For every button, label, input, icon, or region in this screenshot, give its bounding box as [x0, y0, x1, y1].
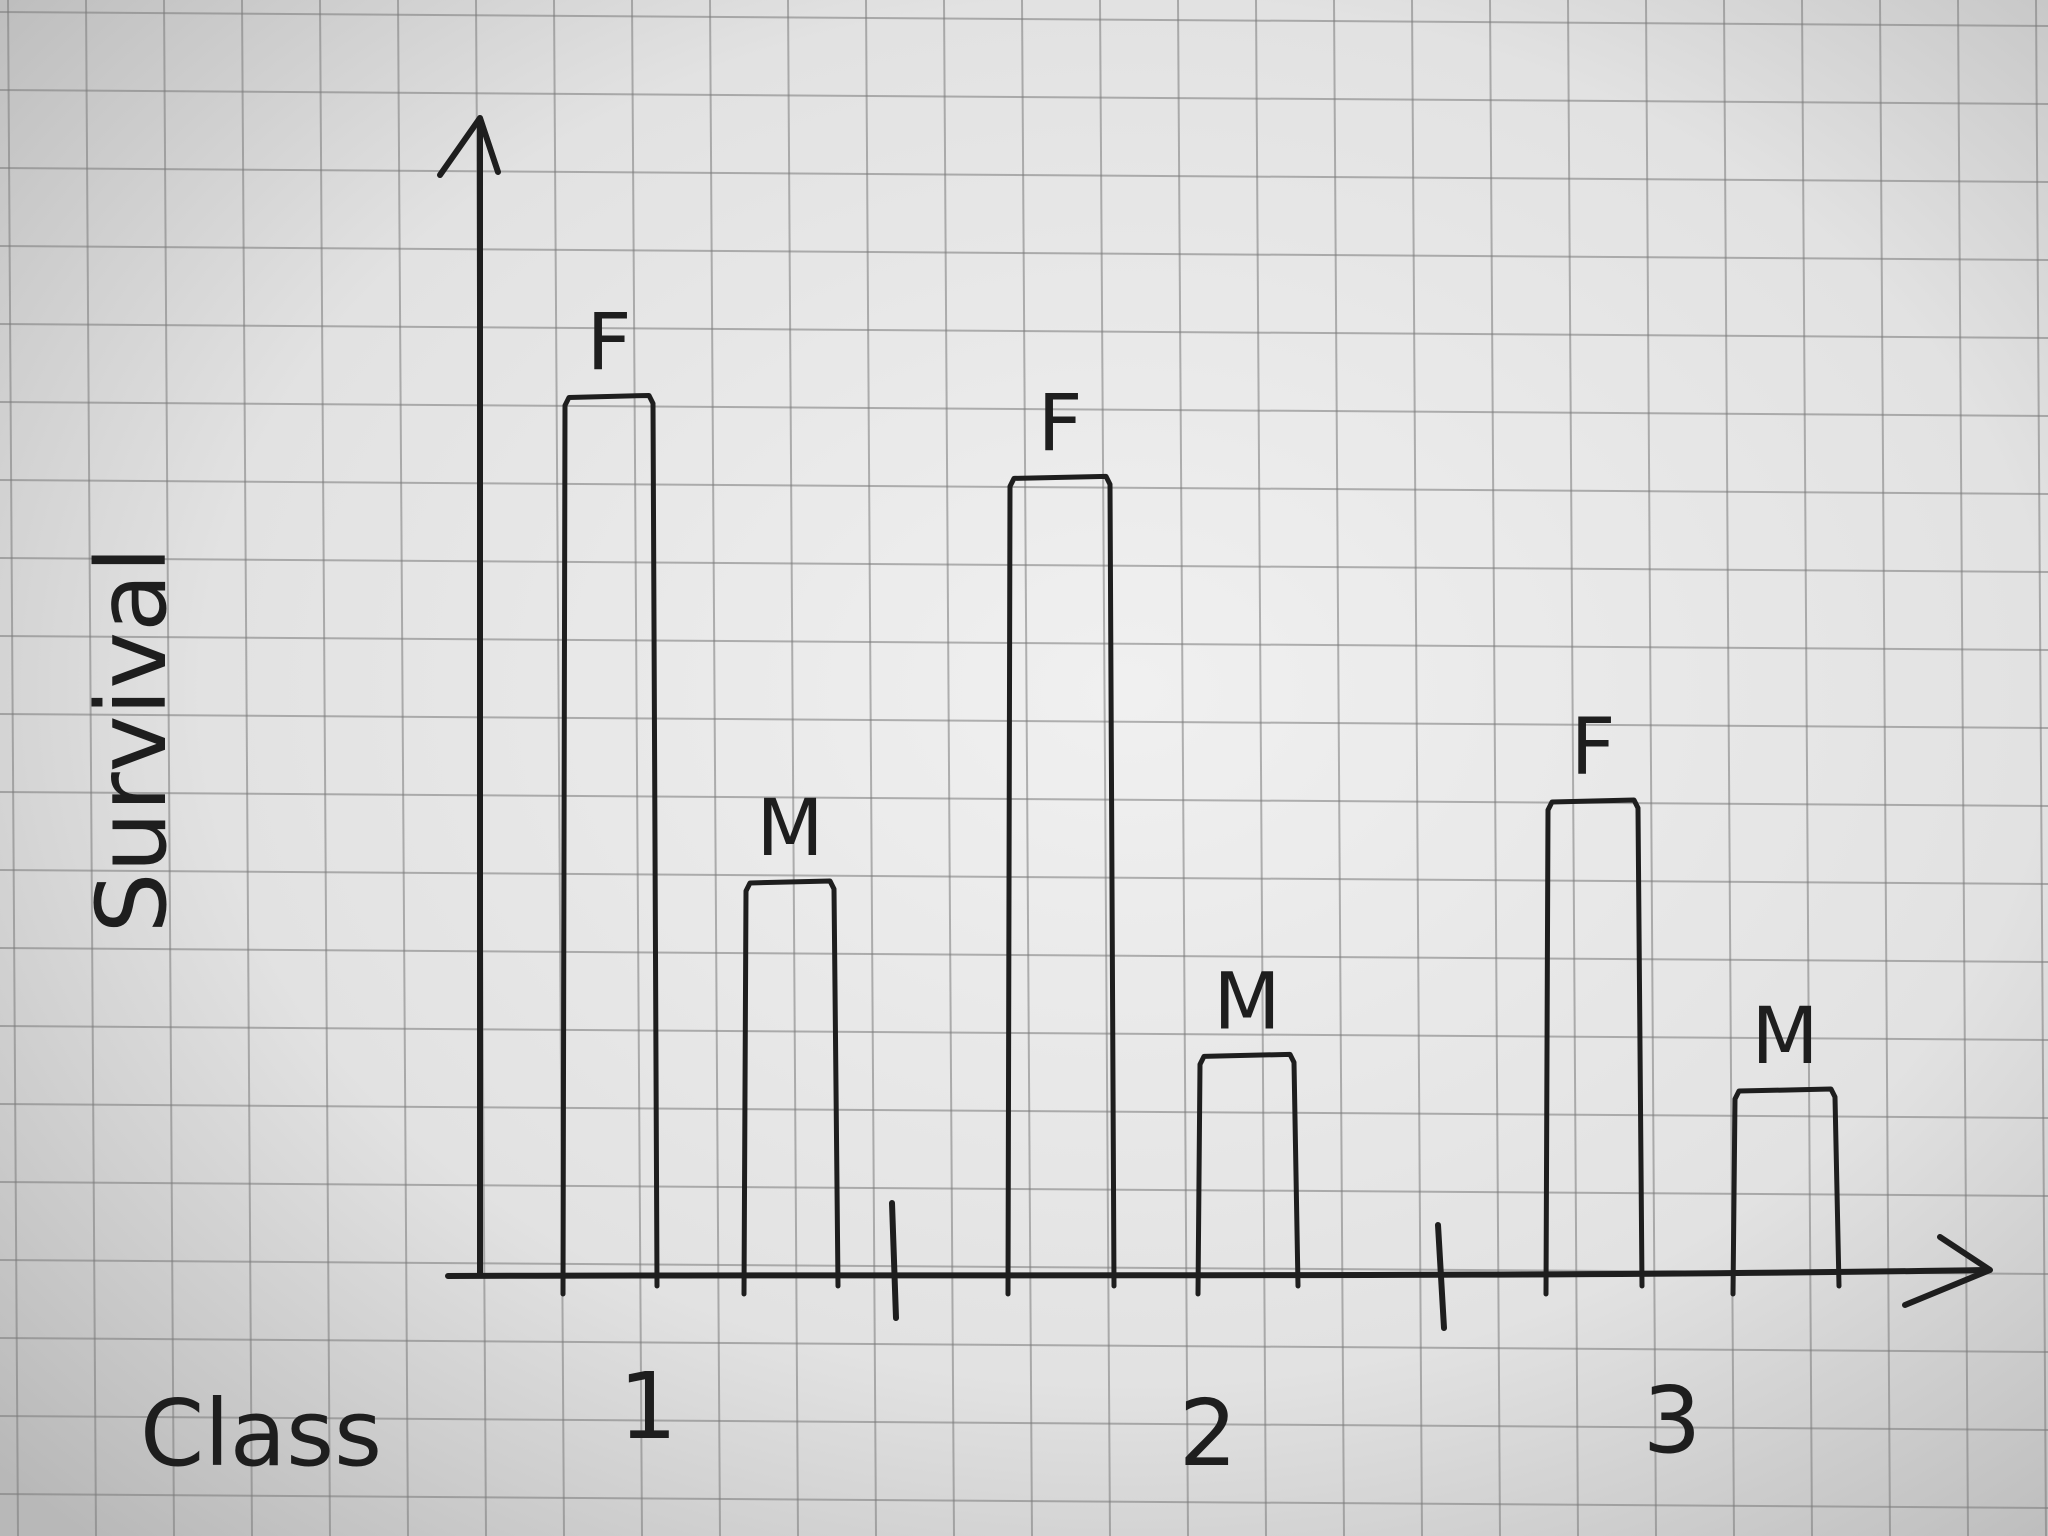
grid-line-horizontal-11 — [0, 869, 2048, 885]
bar-class-1-m — [741, 878, 841, 1297]
grid-line-horizontal-19 — [0, 1493, 2048, 1509]
grid-line-vertical-21 — [1645, 0, 1657, 1536]
grid-line-vertical-0 — [7, 0, 19, 1536]
bar-label-class-3-m: M — [1751, 992, 1818, 1082]
grid-line-horizontal-7 — [0, 557, 2048, 573]
grid-line-vertical-14 — [1099, 0, 1111, 1536]
grid-line-vertical-13 — [1021, 0, 1033, 1536]
tick-label-class-3: 3 — [1643, 1367, 1702, 1474]
grid-line-horizontal-5 — [0, 401, 2048, 417]
grid-line-vertical-23 — [1801, 0, 1813, 1536]
x-axis-separator-1 — [889, 1200, 899, 1321]
grid-line-vertical-11 — [865, 0, 877, 1536]
grid-line-horizontal-0 — [0, 11, 2048, 27]
grid-line-vertical-8 — [631, 0, 643, 1536]
grid-line-horizontal-12 — [0, 947, 2048, 963]
grid-line-vertical-4 — [319, 0, 331, 1536]
grid-line-horizontal-4 — [0, 323, 2048, 339]
tick-label-class-2: 2 — [1179, 1380, 1238, 1487]
labels-group: F M F M F M — [587, 298, 1819, 1082]
grid-line-horizontal-10 — [0, 791, 2048, 807]
grid-line-vertical-5 — [397, 0, 409, 1536]
grid-line-horizontal-6 — [0, 479, 2048, 495]
grid-line-horizontal-15 — [0, 1181, 2048, 1197]
x-axis-separator-2 — [1435, 1222, 1447, 1331]
grid-line-vertical-3 — [241, 0, 253, 1536]
grid-line-vertical-2 — [163, 0, 175, 1536]
grid-line-vertical-12 — [943, 0, 955, 1536]
y-axis-arrow — [437, 115, 501, 178]
grid-line-horizontal-3 — [0, 245, 2048, 261]
grid-line-horizontal-9 — [0, 713, 2048, 729]
bar-class-3-f — [1543, 797, 1645, 1297]
y-axis-label: Survival — [76, 546, 188, 933]
grid-line-horizontal-8 — [0, 635, 2048, 651]
bars-group — [560, 392, 1842, 1297]
bar-label-class-1-f: F — [587, 298, 632, 388]
grid-line-vertical-16 — [1255, 0, 1267, 1536]
grid-line-horizontal-13 — [0, 1025, 2048, 1041]
grid-line-vertical-26 — [2035, 0, 2047, 1536]
bar-class-2-m — [1195, 1051, 1301, 1297]
bar-class-2-f — [1005, 473, 1117, 1297]
bar-label-class-2-f: F — [1038, 379, 1083, 469]
grid-line-vertical-10 — [787, 0, 799, 1536]
axes — [437, 115, 1993, 1331]
grid-line-horizontal-18 — [0, 1415, 2048, 1431]
grid-line-horizontal-17 — [0, 1337, 2048, 1353]
grid-line-horizontal-1 — [0, 89, 2048, 105]
x-axis-arrow — [1902, 1234, 1993, 1308]
x-axis-line — [445, 1267, 1988, 1279]
y-axis-line — [475, 119, 483, 1278]
grid-line-vertical-1 — [85, 0, 97, 1536]
grid-line-horizontal-14 — [0, 1103, 2048, 1119]
grid-line-horizontal-2 — [0, 167, 2048, 183]
grid-line-vertical-24 — [1879, 0, 1891, 1536]
grid-line-vertical-15 — [1177, 0, 1189, 1536]
bar-class-1-f — [560, 392, 660, 1297]
grid-line-vertical-9 — [709, 0, 721, 1536]
bar-label-class-2-m: M — [1213, 957, 1280, 1047]
bar-label-class-1-m: M — [756, 784, 823, 874]
bar-label-class-3-f: F — [1571, 703, 1616, 793]
bar-class-3-m — [1730, 1086, 1842, 1297]
x-axis-label: Class — [140, 1380, 382, 1487]
tick-label-class-1: 1 — [619, 1353, 678, 1460]
